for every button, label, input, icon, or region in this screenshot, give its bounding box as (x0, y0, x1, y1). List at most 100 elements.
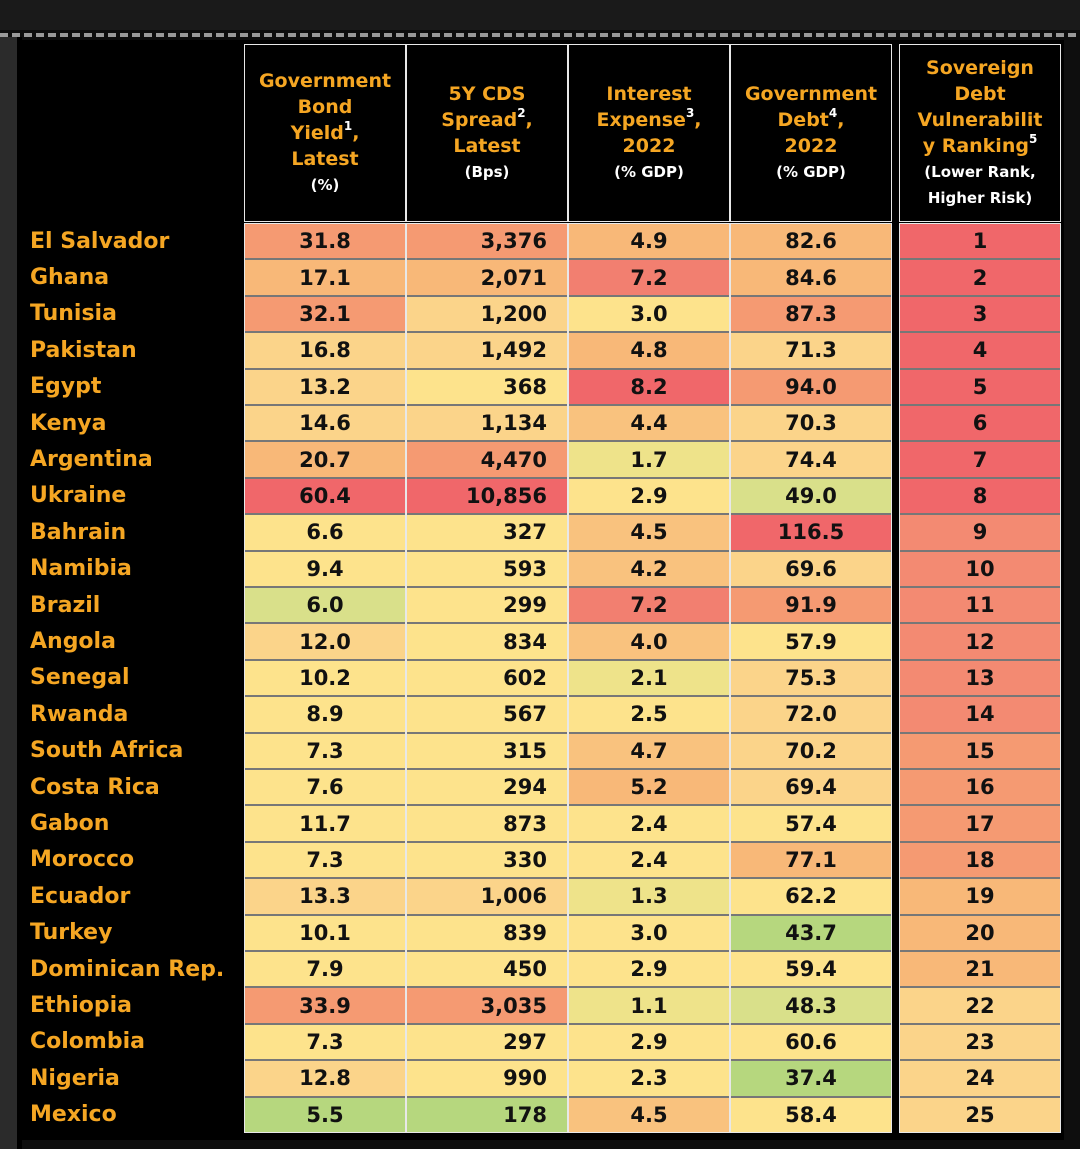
country-label: Mexico (30, 1102, 117, 1128)
table-cell-debt: 37.4 (730, 1060, 892, 1097)
table-cell-interest: 4.5 (568, 1096, 730, 1133)
table-cell-debt: 70.3 (730, 405, 892, 442)
table-cell-debt: 74.4 (730, 441, 892, 478)
column-header: Sovereign Debt Vulnerabilit y Ranking5 (Lowe… (899, 44, 1061, 222)
table-cell-rank: 4 (899, 332, 1061, 369)
country-label: Ghana (30, 265, 110, 291)
header-unit: (Bps) (464, 163, 510, 181)
table-cell-cds: 1,492 (406, 332, 568, 369)
header-line: Interest (606, 83, 692, 105)
header-line: Vulnerabilit (917, 109, 1043, 131)
table-cell-cds: 178 (406, 1096, 568, 1133)
table-cell-interest: 4.5 (568, 514, 730, 551)
table-cell-rank: 5 (899, 368, 1061, 405)
table-cell-interest: 2.1 (568, 659, 730, 697)
table-cell-rank: 1 (899, 223, 1061, 260)
header-line: Spread2, (441, 106, 533, 131)
table-cell-debt: 75.3 (730, 659, 892, 697)
table-cell-interest: 2.5 (568, 696, 730, 733)
table-cell-debt: 84.6 (730, 259, 892, 296)
table-cell-interest: 2.9 (568, 1023, 730, 1061)
header-unit: Higher Risk) (927, 189, 1033, 207)
table-cell-cds: 593 (406, 550, 568, 587)
table-cell-rank: 24 (899, 1060, 1061, 1097)
table-cell-interest: 4.9 (568, 223, 730, 260)
header-line: Sovereign (926, 57, 1034, 79)
country-label: Angola (30, 629, 116, 655)
header-line: Latest (291, 148, 359, 170)
table-cell-rank: 22 (899, 987, 1061, 1024)
table-cell-yield: 7.3 (244, 1023, 406, 1061)
table-cell-rank: 23 (899, 1023, 1061, 1061)
table-cell-rank: 20 (899, 914, 1061, 951)
table-cell-cds: 4,470 (406, 441, 568, 478)
table-cell-interest: 3.0 (568, 914, 730, 951)
country-label: Egypt (30, 374, 102, 400)
table-cell-debt: 91.9 (730, 587, 892, 624)
column-header: Government Bond Yield1, Latest (%) (244, 44, 406, 222)
table-cell-cds: 294 (406, 769, 568, 806)
table-cell-debt: 48.3 (730, 987, 892, 1024)
table-cell-yield: 6.0 (244, 587, 406, 624)
table-cell-debt: 62.2 (730, 878, 892, 915)
country-label: El Salvador (30, 228, 170, 254)
country-label: Rwanda (30, 701, 129, 727)
table-cell-rank: 2 (899, 259, 1061, 296)
table-cell-cds: 873 (406, 805, 568, 842)
header-line: 2022 (784, 135, 838, 157)
country-label: Morocco (30, 847, 135, 873)
header-line: 5Y CDS (448, 83, 526, 105)
table-cell-interest: 5.2 (568, 769, 730, 806)
table-cell-cds: 2,071 (406, 259, 568, 296)
table-cell-rank: 14 (899, 696, 1061, 733)
header-line: y Ranking5 (922, 132, 1038, 157)
table-cell-yield: 11.7 (244, 805, 406, 842)
country-label: Turkey (30, 920, 113, 946)
table-cell-rank: 21 (899, 951, 1061, 988)
table-cell-interest: 7.2 (568, 587, 730, 624)
table-cell-rank: 10 (899, 550, 1061, 587)
table-cell-cds: 10,856 (406, 477, 568, 515)
table-cell-cds: 327 (406, 514, 568, 551)
table-cell-rank: 17 (899, 805, 1061, 842)
country-label: Argentina (30, 447, 153, 473)
table-cell-debt: 49.0 (730, 477, 892, 515)
table-cell-debt: 70.2 (730, 732, 892, 769)
country-label: Gabon (30, 811, 110, 837)
header-line: Government (258, 70, 392, 92)
table-cell-cds: 330 (406, 841, 568, 879)
country-label: Colombia (30, 1029, 145, 1055)
table-cell-debt: 71.3 (730, 332, 892, 369)
table-cell-interest: 2.9 (568, 477, 730, 515)
table-cell-cds: 1,200 (406, 295, 568, 333)
top-bar (0, 0, 1080, 30)
table-cell-cds: 839 (406, 914, 568, 951)
country-label: Ukraine (30, 483, 127, 509)
table-cell-yield: 10.1 (244, 914, 406, 951)
table-cell-debt: 77.1 (730, 841, 892, 879)
country-label: Brazil (30, 592, 101, 618)
table-cell-cds: 450 (406, 951, 568, 988)
table-cell-rank: 15 (899, 732, 1061, 769)
country-label: Pakistan (30, 337, 137, 363)
table-cell-interest: 4.2 (568, 550, 730, 587)
table-cell-cds: 567 (406, 696, 568, 733)
table-cell-yield: 20.7 (244, 441, 406, 478)
country-label: Ethiopia (30, 993, 132, 1019)
header-line: Latest (453, 135, 521, 157)
country-label: Dominican Rep. (30, 956, 225, 982)
table-cell-cds: 1,134 (406, 405, 568, 442)
table-cell-rank: 13 (899, 659, 1061, 697)
country-label: Ecuador (30, 883, 131, 909)
left-scroll-strip (0, 37, 17, 1149)
table-cell-interest: 4.0 (568, 623, 730, 660)
table-cell-interest: 1.7 (568, 441, 730, 478)
table-cell-yield: 12.8 (244, 1060, 406, 1097)
country-label: Namibia (30, 556, 132, 582)
header-line: Yield1, (290, 119, 360, 144)
table-cell-interest: 4.7 (568, 732, 730, 769)
table-cell-rank: 3 (899, 295, 1061, 333)
table-cell-yield: 10.2 (244, 659, 406, 697)
table-cell-debt: 60.6 (730, 1023, 892, 1061)
table-cell-yield: 60.4 (244, 477, 406, 515)
